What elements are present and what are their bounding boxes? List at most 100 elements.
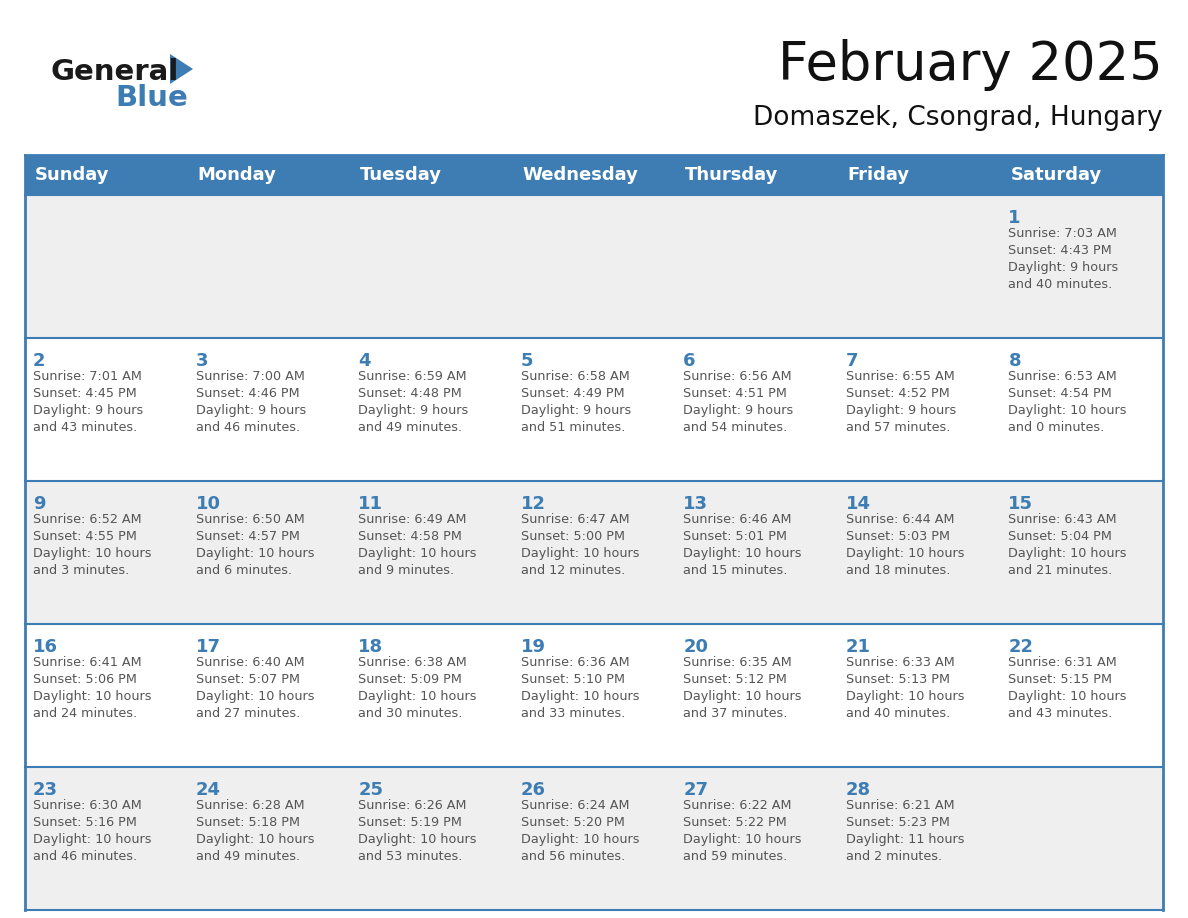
Text: Sunset: 5:06 PM: Sunset: 5:06 PM — [33, 673, 137, 686]
Text: Daylight: 10 hours: Daylight: 10 hours — [683, 833, 802, 846]
Bar — [675, 624, 838, 767]
Text: Sunset: 5:13 PM: Sunset: 5:13 PM — [846, 673, 950, 686]
Text: 20: 20 — [683, 638, 708, 656]
Text: Daylight: 9 hours: Daylight: 9 hours — [358, 404, 468, 417]
Text: Sunset: 4:51 PM: Sunset: 4:51 PM — [683, 387, 788, 400]
Text: and 57 minutes.: and 57 minutes. — [846, 421, 950, 434]
Bar — [1000, 767, 1163, 910]
Bar — [350, 767, 513, 910]
Text: and 46 minutes.: and 46 minutes. — [196, 421, 299, 434]
Text: 1: 1 — [1009, 209, 1020, 227]
Text: Sunrise: 6:33 AM: Sunrise: 6:33 AM — [846, 656, 955, 669]
Text: Daylight: 9 hours: Daylight: 9 hours — [1009, 261, 1119, 274]
Bar — [513, 767, 675, 910]
Text: Sunset: 4:55 PM: Sunset: 4:55 PM — [33, 530, 137, 543]
Text: Daylight: 10 hours: Daylight: 10 hours — [520, 547, 639, 560]
Polygon shape — [170, 54, 192, 84]
Text: 21: 21 — [846, 638, 871, 656]
Text: Daylight: 10 hours: Daylight: 10 hours — [196, 547, 314, 560]
Text: Sunrise: 7:00 AM: Sunrise: 7:00 AM — [196, 370, 304, 383]
Text: and 30 minutes.: and 30 minutes. — [358, 707, 462, 720]
Text: Daylight: 10 hours: Daylight: 10 hours — [358, 547, 476, 560]
Text: Sunset: 5:22 PM: Sunset: 5:22 PM — [683, 816, 786, 829]
Bar — [188, 624, 350, 767]
Bar — [675, 195, 838, 338]
Text: Sunrise: 6:40 AM: Sunrise: 6:40 AM — [196, 656, 304, 669]
Text: Sunrise: 6:30 AM: Sunrise: 6:30 AM — [33, 799, 141, 812]
Text: and 15 minutes.: and 15 minutes. — [683, 564, 788, 577]
Text: Thursday: Thursday — [685, 166, 778, 184]
Bar — [188, 767, 350, 910]
Text: Daylight: 10 hours: Daylight: 10 hours — [33, 690, 152, 703]
Text: and 43 minutes.: and 43 minutes. — [33, 421, 138, 434]
Bar — [513, 624, 675, 767]
Text: Sunset: 5:12 PM: Sunset: 5:12 PM — [683, 673, 788, 686]
Bar — [188, 195, 350, 338]
Bar — [350, 338, 513, 481]
Text: Sunrise: 6:53 AM: Sunrise: 6:53 AM — [1009, 370, 1117, 383]
Text: Sunrise: 6:26 AM: Sunrise: 6:26 AM — [358, 799, 467, 812]
Text: and 12 minutes.: and 12 minutes. — [520, 564, 625, 577]
Text: Sunset: 4:54 PM: Sunset: 4:54 PM — [1009, 387, 1112, 400]
Text: and 9 minutes.: and 9 minutes. — [358, 564, 454, 577]
Text: 13: 13 — [683, 495, 708, 513]
Bar — [838, 767, 1000, 910]
Text: and 3 minutes.: and 3 minutes. — [33, 564, 129, 577]
Text: Sunset: 4:46 PM: Sunset: 4:46 PM — [196, 387, 299, 400]
Text: 25: 25 — [358, 781, 384, 799]
Text: Sunrise: 6:58 AM: Sunrise: 6:58 AM — [520, 370, 630, 383]
Text: 14: 14 — [846, 495, 871, 513]
Bar — [838, 195, 1000, 338]
Text: 22: 22 — [1009, 638, 1034, 656]
Text: Daylight: 10 hours: Daylight: 10 hours — [846, 690, 965, 703]
Text: Sunset: 5:03 PM: Sunset: 5:03 PM — [846, 530, 950, 543]
Text: Sunset: 4:48 PM: Sunset: 4:48 PM — [358, 387, 462, 400]
Text: and 53 minutes.: and 53 minutes. — [358, 850, 462, 863]
Text: 10: 10 — [196, 495, 221, 513]
Bar — [838, 338, 1000, 481]
Bar — [350, 195, 513, 338]
Text: and 51 minutes.: and 51 minutes. — [520, 421, 625, 434]
Text: Sunrise: 6:47 AM: Sunrise: 6:47 AM — [520, 513, 630, 526]
Text: 27: 27 — [683, 781, 708, 799]
Text: and 49 minutes.: and 49 minutes. — [358, 421, 462, 434]
Text: and 27 minutes.: and 27 minutes. — [196, 707, 299, 720]
Text: 26: 26 — [520, 781, 545, 799]
Bar — [1000, 338, 1163, 481]
Text: Sunset: 4:49 PM: Sunset: 4:49 PM — [520, 387, 625, 400]
Text: 9: 9 — [33, 495, 45, 513]
Text: Sunset: 5:15 PM: Sunset: 5:15 PM — [1009, 673, 1112, 686]
Text: Sunrise: 6:35 AM: Sunrise: 6:35 AM — [683, 656, 792, 669]
Text: Sunrise: 6:46 AM: Sunrise: 6:46 AM — [683, 513, 791, 526]
Text: Daylight: 9 hours: Daylight: 9 hours — [196, 404, 305, 417]
Text: Sunset: 5:04 PM: Sunset: 5:04 PM — [1009, 530, 1112, 543]
Text: and 40 minutes.: and 40 minutes. — [1009, 278, 1113, 291]
Text: Daylight: 10 hours: Daylight: 10 hours — [520, 833, 639, 846]
Bar — [25, 481, 188, 624]
Text: 3: 3 — [196, 352, 208, 370]
Text: Sunrise: 6:22 AM: Sunrise: 6:22 AM — [683, 799, 791, 812]
Text: 7: 7 — [846, 352, 859, 370]
Text: Daylight: 9 hours: Daylight: 9 hours — [520, 404, 631, 417]
Bar — [675, 767, 838, 910]
Text: 2: 2 — [33, 352, 45, 370]
Bar — [188, 338, 350, 481]
Text: Sunrise: 6:38 AM: Sunrise: 6:38 AM — [358, 656, 467, 669]
Text: Sunset: 5:00 PM: Sunset: 5:00 PM — [520, 530, 625, 543]
Text: 24: 24 — [196, 781, 221, 799]
Text: Sunset: 4:58 PM: Sunset: 4:58 PM — [358, 530, 462, 543]
Text: Daylight: 10 hours: Daylight: 10 hours — [33, 833, 152, 846]
Text: 6: 6 — [683, 352, 696, 370]
Text: Wednesday: Wednesday — [523, 166, 639, 184]
Text: Sunset: 5:16 PM: Sunset: 5:16 PM — [33, 816, 137, 829]
Text: 17: 17 — [196, 638, 221, 656]
Text: 15: 15 — [1009, 495, 1034, 513]
Text: 11: 11 — [358, 495, 384, 513]
Text: Daylight: 10 hours: Daylight: 10 hours — [683, 547, 802, 560]
Text: Daylight: 10 hours: Daylight: 10 hours — [1009, 547, 1127, 560]
Text: Sunset: 5:07 PM: Sunset: 5:07 PM — [196, 673, 299, 686]
Text: and 54 minutes.: and 54 minutes. — [683, 421, 788, 434]
Bar — [350, 481, 513, 624]
Text: Sunrise: 7:03 AM: Sunrise: 7:03 AM — [1009, 227, 1117, 240]
Text: and 33 minutes.: and 33 minutes. — [520, 707, 625, 720]
